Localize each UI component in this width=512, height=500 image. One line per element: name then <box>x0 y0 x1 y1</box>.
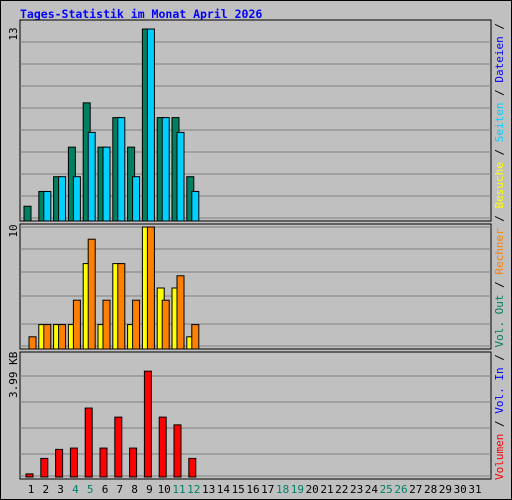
x-tick-label: 6 <box>102 483 109 496</box>
x-tick-label: 30 <box>454 483 467 496</box>
bar-dateien-day-6 <box>102 146 111 222</box>
bar-dateien-day-3 <box>58 176 67 222</box>
x-tick-label: 22 <box>335 483 348 496</box>
bar-dateien-day-4 <box>72 176 81 222</box>
x-tick-label: 7 <box>116 483 123 496</box>
bar-rechner-day-8 <box>132 299 141 350</box>
x-tick-label: 23 <box>350 483 363 496</box>
bar-rechner-day-9 <box>146 226 155 350</box>
bar-dateien-day-9 <box>146 28 155 222</box>
bar-rechner-day-6 <box>102 299 111 350</box>
x-tick-label: 28 <box>424 483 437 496</box>
x-tick-label: 24 <box>365 483 379 496</box>
x-tick-label: 12 <box>187 483 200 496</box>
x-tick-label: 26 <box>394 483 407 496</box>
bar-volumen-day-7 <box>114 416 123 478</box>
x-tick-label: 27 <box>409 483 422 496</box>
x-tick-label: 17 <box>261 483 274 496</box>
chart-title: Tages-Statistik im Monat April 2026 <box>20 7 263 21</box>
x-tick-label: 1 <box>28 483 35 496</box>
bar-anfragen-day-1 <box>23 205 32 222</box>
bar-dateien-day-8 <box>132 176 141 222</box>
x-tick-label: 14 <box>217 483 231 496</box>
bar-rechner-day-5 <box>87 238 96 350</box>
bar-volumen-day-4 <box>69 447 78 478</box>
bar-rechner-day-4 <box>72 299 81 350</box>
bar-dateien-day-2 <box>43 190 52 222</box>
bar-volumen-day-12 <box>188 457 197 478</box>
bar-volumen-day-6 <box>99 447 108 478</box>
bar-dateien-day-7 <box>117 117 126 222</box>
x-tick-label: 29 <box>439 483 452 496</box>
x-tick-label: 5 <box>87 483 94 496</box>
x-tick-label: 8 <box>131 483 138 496</box>
bar-volumen-day-1 <box>25 473 34 478</box>
x-tick-label: 13 <box>202 483 215 496</box>
x-tick-label: 25 <box>380 483 393 496</box>
x-tick-label: 9 <box>146 483 153 496</box>
bar-volumen-day-3 <box>55 448 64 478</box>
x-tick-label: 4 <box>72 483 79 496</box>
bar-dateien-day-5 <box>87 131 96 222</box>
bar-dateien-day-12 <box>191 190 200 222</box>
bar-rechner-day-3 <box>58 324 67 350</box>
x-tick-label: 21 <box>320 483 333 496</box>
bar-volumen-day-10 <box>158 416 167 478</box>
bar-volumen-day-5 <box>84 407 93 478</box>
bar-volumen-day-9 <box>143 370 152 478</box>
x-tick-label: 19 <box>291 483 304 496</box>
panel-volume <box>19 351 492 480</box>
x-tick-label: 18 <box>276 483 289 496</box>
bar-volumen-day-2 <box>40 457 49 478</box>
x-tick-label: 10 <box>158 483 171 496</box>
bar-rechner-day-2 <box>43 324 52 350</box>
bar-dateien-day-11 <box>176 131 185 222</box>
bar-volumen-day-8 <box>129 447 138 478</box>
x-tick-label: 11 <box>172 483 185 496</box>
bar-volumen-day-11 <box>173 424 182 478</box>
bar-rechner-day-7 <box>117 263 126 350</box>
x-tick-label: 31 <box>468 483 481 496</box>
x-tick-label: 3 <box>57 483 64 496</box>
bar-rechner-day-11 <box>176 275 185 350</box>
x-tick-label: 2 <box>42 483 49 496</box>
bar-dateien-day-10 <box>161 117 170 222</box>
bar-rechner-day-10 <box>161 299 170 350</box>
x-tick-label: 15 <box>232 483 245 496</box>
x-tick-label: 20 <box>306 483 319 496</box>
x-tick-label: 16 <box>246 483 259 496</box>
bar-rechner-day-12 <box>191 324 200 350</box>
bar-rechner-day-1 <box>28 336 37 350</box>
